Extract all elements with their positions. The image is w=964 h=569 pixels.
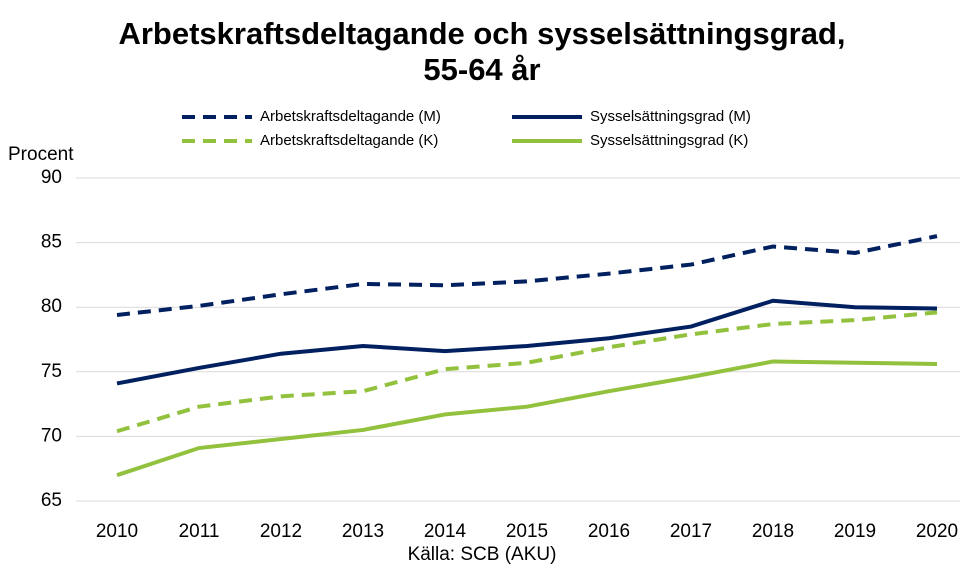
x-tick-label: 2015 xyxy=(506,521,548,542)
x-tick-label: 2012 xyxy=(260,521,302,542)
legend-label: Sysselsättningsgrad (K) xyxy=(590,132,748,149)
legend-label: Arbetskraftsdeltagande (M) xyxy=(260,108,441,125)
chart-title: Arbetskraftsdeltagande och sysselsättnin… xyxy=(118,16,845,87)
x-tick-label: 2011 xyxy=(179,521,220,542)
y-tick-label: 85 xyxy=(41,232,62,253)
source: Källa: SCB (AKU) xyxy=(408,544,557,565)
x-tick-label: 2017 xyxy=(670,521,712,542)
x-tick-label: 2018 xyxy=(752,521,794,542)
line-series xyxy=(116,298,938,386)
x-tick-label: 2016 xyxy=(588,521,630,542)
line-series xyxy=(116,234,938,317)
line-series xyxy=(116,359,938,478)
x-tick-label: 2020 xyxy=(916,521,958,542)
y-tick-label: 75 xyxy=(41,361,62,382)
y-tick-label: 70 xyxy=(41,425,62,446)
x-tick-label: 2014 xyxy=(424,521,467,542)
x-tick-label: 2013 xyxy=(342,521,384,542)
y-tick-label: 90 xyxy=(41,167,62,188)
legend-label: Arbetskraftsdeltagande (K) xyxy=(260,132,438,149)
y-tick-label: 80 xyxy=(41,296,62,317)
y-axis-label: Procent xyxy=(8,144,74,165)
x-tick-label: 2019 xyxy=(834,521,876,542)
line-series xyxy=(116,310,938,434)
legend-label: Sysselsättningsgrad (M) xyxy=(590,108,751,125)
y-tick-label: 65 xyxy=(41,490,62,511)
x-tick-label: 2010 xyxy=(96,521,138,542)
